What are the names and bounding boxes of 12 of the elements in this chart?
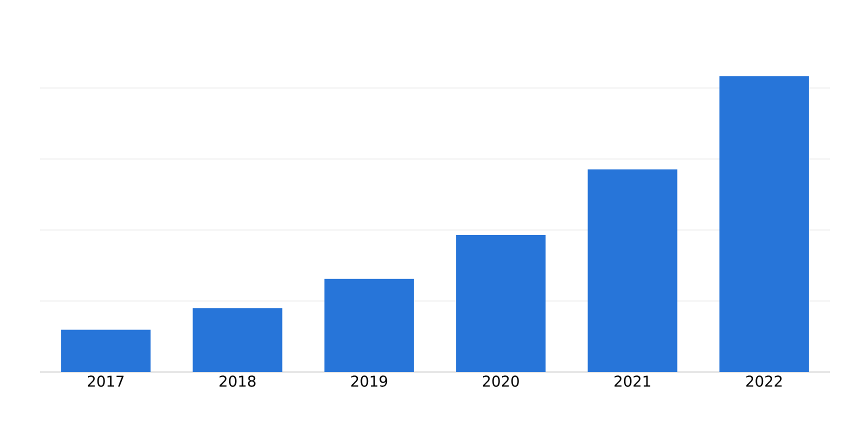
x-tick-label: 2019 xyxy=(351,376,388,387)
x-tick-label: 2022 xyxy=(746,376,782,387)
x-tick-label: 2020 xyxy=(482,376,519,387)
bar xyxy=(456,235,546,372)
x-tick-label: 2018 xyxy=(220,376,256,387)
bar xyxy=(588,169,678,372)
bar xyxy=(719,76,809,372)
x-tick-label: 2017 xyxy=(88,376,124,387)
bar xyxy=(192,308,282,372)
x-tick-label: 2021 xyxy=(614,376,650,387)
bar xyxy=(324,278,414,372)
bar xyxy=(61,330,151,372)
